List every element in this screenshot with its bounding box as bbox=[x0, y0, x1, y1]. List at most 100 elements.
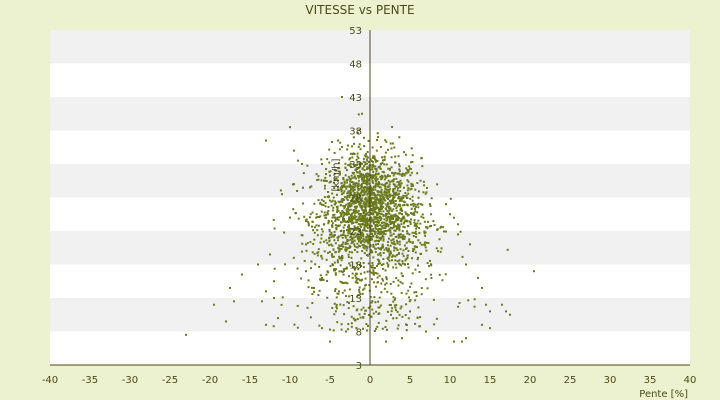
data-point bbox=[365, 220, 368, 223]
data-point bbox=[394, 243, 397, 246]
data-point bbox=[341, 193, 344, 196]
data-point bbox=[353, 182, 356, 185]
data-point bbox=[375, 227, 378, 230]
data-point bbox=[353, 227, 356, 230]
data-point bbox=[413, 248, 416, 251]
chart-title: VITESSE vs PENTE bbox=[305, 3, 414, 17]
data-point bbox=[257, 263, 259, 266]
data-point bbox=[427, 265, 430, 268]
data-point bbox=[361, 208, 364, 211]
data-point bbox=[348, 262, 351, 265]
data-point bbox=[333, 302, 336, 305]
data-point bbox=[367, 211, 370, 214]
data-point bbox=[410, 207, 413, 210]
data-point bbox=[405, 219, 408, 222]
data-point bbox=[333, 269, 336, 272]
data-point bbox=[401, 213, 404, 216]
data-point bbox=[366, 176, 369, 179]
data-point bbox=[317, 175, 320, 178]
data-point bbox=[363, 226, 366, 229]
data-point bbox=[409, 240, 412, 243]
data-point bbox=[315, 213, 318, 216]
data-point bbox=[357, 197, 360, 200]
x-tick-label: -25 bbox=[162, 375, 178, 386]
data-point bbox=[339, 200, 342, 203]
data-point bbox=[412, 248, 415, 251]
data-point bbox=[376, 159, 379, 162]
data-point bbox=[344, 246, 347, 249]
data-point bbox=[386, 203, 389, 206]
data-point bbox=[318, 215, 321, 218]
data-point bbox=[388, 190, 391, 193]
data-point bbox=[389, 282, 392, 285]
data-point bbox=[373, 155, 376, 158]
data-point bbox=[343, 180, 346, 183]
data-point bbox=[391, 238, 394, 241]
data-point bbox=[358, 290, 361, 293]
data-point bbox=[377, 185, 380, 188]
data-point bbox=[355, 272, 358, 275]
data-point bbox=[284, 263, 287, 266]
data-point bbox=[386, 244, 389, 247]
data-point bbox=[315, 216, 318, 219]
data-point bbox=[352, 229, 355, 232]
data-point bbox=[407, 317, 410, 320]
data-point bbox=[368, 284, 371, 287]
data-point bbox=[394, 263, 397, 266]
data-point bbox=[414, 230, 417, 233]
data-point bbox=[408, 233, 411, 236]
data-point bbox=[337, 246, 340, 249]
data-point bbox=[416, 172, 419, 175]
data-point bbox=[330, 233, 333, 236]
data-point bbox=[384, 139, 387, 142]
data-point bbox=[355, 167, 358, 170]
data-point bbox=[359, 172, 362, 175]
data-point bbox=[394, 203, 397, 206]
data-point bbox=[390, 214, 393, 217]
data-point bbox=[372, 163, 375, 166]
data-point bbox=[382, 268, 385, 271]
data-point bbox=[336, 211, 339, 214]
data-point bbox=[395, 266, 398, 269]
data-point bbox=[334, 272, 337, 275]
data-point bbox=[331, 253, 334, 256]
data-point bbox=[357, 236, 360, 239]
data-point bbox=[369, 265, 372, 268]
data-point bbox=[378, 247, 381, 250]
data-point bbox=[411, 203, 414, 206]
data-point bbox=[377, 201, 380, 204]
data-point bbox=[357, 167, 360, 170]
data-point bbox=[373, 156, 376, 159]
data-point bbox=[314, 263, 317, 266]
data-point bbox=[333, 261, 336, 264]
data-point bbox=[375, 211, 378, 214]
data-point bbox=[356, 318, 359, 321]
data-point bbox=[398, 183, 401, 186]
data-point bbox=[397, 236, 400, 239]
data-point bbox=[419, 222, 422, 225]
data-point bbox=[416, 264, 419, 267]
data-point bbox=[354, 177, 357, 180]
data-point bbox=[398, 168, 401, 171]
data-point bbox=[393, 229, 396, 232]
data-point bbox=[356, 219, 359, 222]
data-point bbox=[339, 141, 342, 144]
data-point bbox=[384, 283, 387, 286]
data-point bbox=[452, 216, 455, 219]
data-point bbox=[358, 227, 361, 230]
data-point bbox=[387, 189, 390, 192]
data-point bbox=[383, 221, 386, 224]
data-point bbox=[443, 230, 446, 233]
data-point bbox=[366, 181, 369, 184]
data-point bbox=[378, 236, 381, 239]
data-point bbox=[435, 317, 438, 320]
x-axis-label: Pente [%] bbox=[639, 389, 688, 400]
data-point bbox=[356, 221, 359, 224]
data-point bbox=[358, 129, 361, 132]
data-point bbox=[398, 136, 401, 139]
data-point bbox=[358, 194, 361, 197]
data-point bbox=[353, 191, 356, 194]
data-point bbox=[392, 226, 395, 229]
data-point bbox=[416, 211, 419, 214]
data-point bbox=[281, 193, 283, 196]
